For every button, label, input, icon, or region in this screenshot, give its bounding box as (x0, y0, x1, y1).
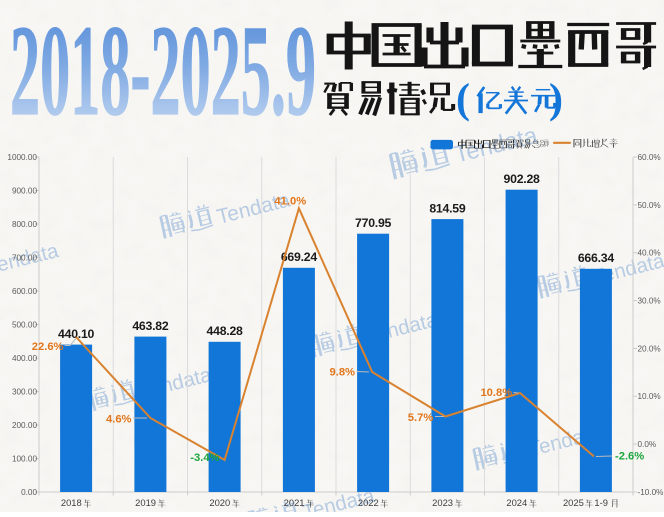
svg-text:814.59: 814.59 (429, 201, 466, 215)
svg-text:1-9: 1-9 (594, 497, 608, 508)
svg-text:20.0%: 20.0% (638, 344, 661, 353)
svg-text:2019: 2019 (135, 497, 156, 508)
svg-text:9.8%: 9.8% (330, 366, 356, 378)
svg-text:0.00: 0.00 (21, 488, 37, 497)
svg-text:10.8%: 10.8% (480, 387, 512, 399)
svg-text:4.6%: 4.6% (106, 414, 132, 426)
svg-text:800.00: 800.00 (12, 220, 37, 229)
svg-text:100.00: 100.00 (12, 454, 37, 463)
svg-text:666.34: 666.34 (578, 251, 615, 265)
svg-text:300.00: 300.00 (12, 387, 37, 396)
svg-text:5.7%: 5.7% (408, 412, 434, 424)
svg-text:2018: 2018 (61, 497, 82, 508)
svg-text:600.00: 600.00 (12, 287, 37, 296)
svg-text:60.0%: 60.0% (638, 153, 661, 162)
svg-text:(: ( (456, 77, 470, 123)
svg-text:448.28: 448.28 (207, 324, 244, 338)
svg-text:500.00: 500.00 (12, 320, 37, 329)
svg-text:2025: 2025 (563, 497, 584, 508)
svg-text:-2.6%: -2.6% (615, 451, 644, 463)
svg-text:41.0%: 41.0% (274, 195, 306, 207)
svg-text:770.95: 770.95 (355, 216, 392, 230)
svg-text:200.00: 200.00 (12, 421, 37, 430)
svg-text:2018-2025.9: 2018-2025.9 (10, 0, 316, 143)
svg-text:669.24: 669.24 (281, 250, 318, 264)
svg-text:22.6%: 22.6% (32, 341, 64, 353)
svg-text:2023: 2023 (432, 497, 453, 508)
svg-text:2020: 2020 (209, 497, 230, 508)
svg-text:2024: 2024 (506, 497, 527, 508)
svg-text:463.82: 463.82 (132, 319, 169, 333)
svg-text:700.00: 700.00 (12, 253, 37, 262)
svg-text:50.0%: 50.0% (638, 201, 661, 210)
svg-text:): ) (549, 77, 563, 123)
svg-text:902.28: 902.28 (504, 172, 541, 186)
svg-text:40.0%: 40.0% (638, 249, 661, 258)
svg-text:30.0%: 30.0% (638, 297, 661, 306)
svg-text:1000.00: 1000.00 (7, 153, 37, 162)
svg-text:-3.4%: -3.4% (190, 452, 219, 464)
svg-text:440.10: 440.10 (58, 327, 95, 341)
svg-text:0.0%: 0.0% (638, 440, 657, 449)
svg-text:2021: 2021 (284, 497, 305, 508)
svg-text:900.00: 900.00 (12, 186, 37, 195)
svg-text:2022: 2022 (358, 497, 379, 508)
svg-text:-10.0%: -10.0% (638, 488, 664, 497)
svg-text:400.00: 400.00 (12, 354, 37, 363)
svg-text:10.0%: 10.0% (638, 392, 661, 401)
